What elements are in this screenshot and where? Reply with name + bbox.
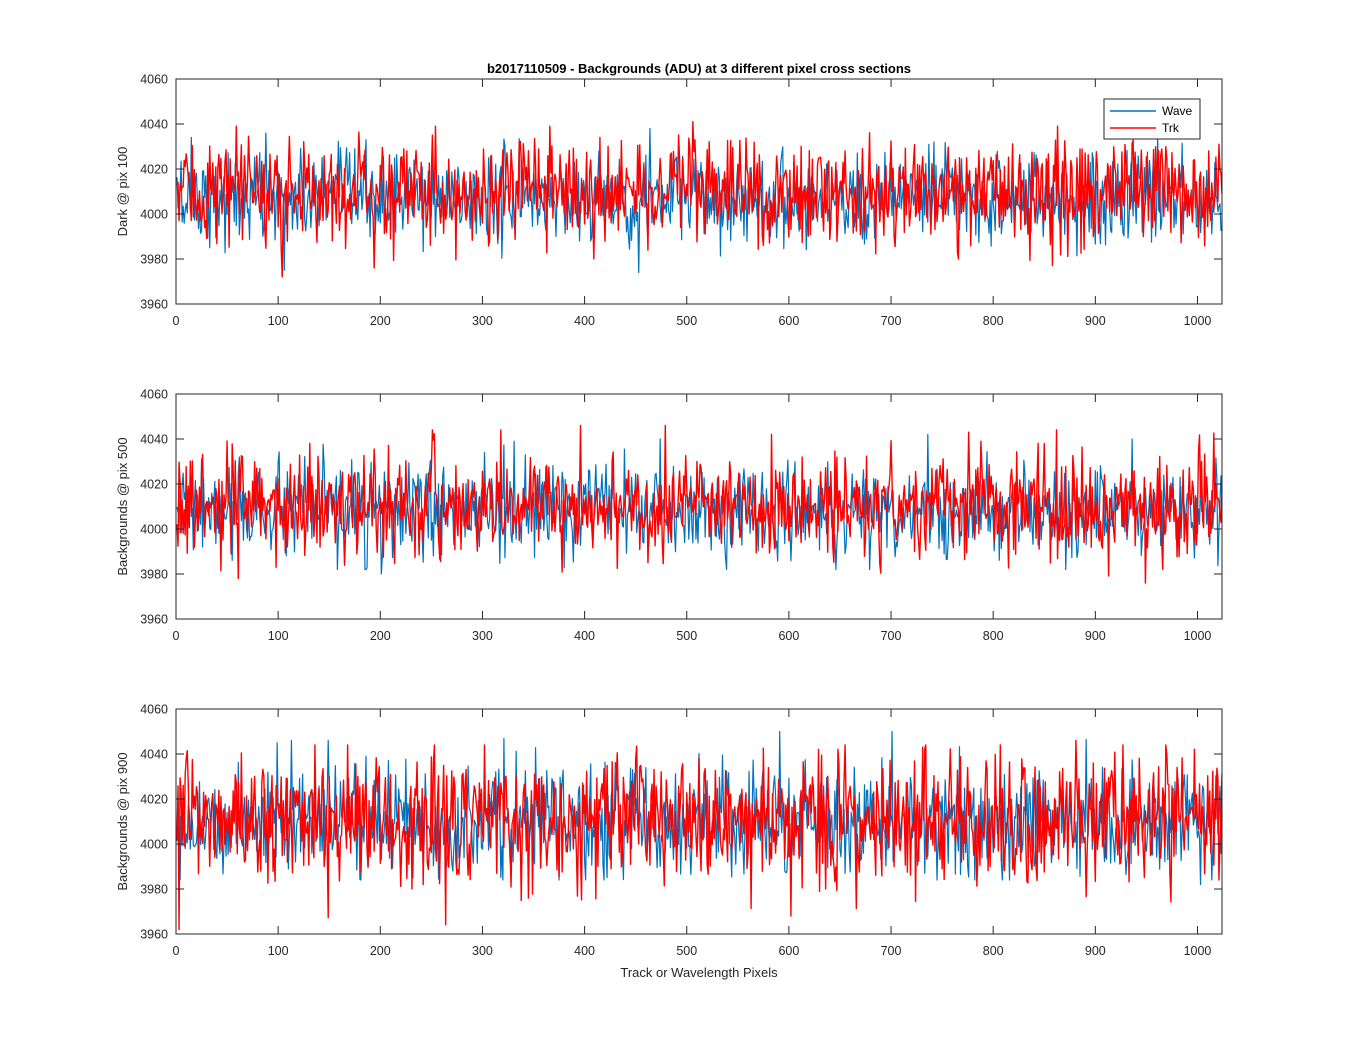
y-axis-label: Backgrounds @ pix 500 [115, 437, 130, 575]
y-tick-label: 4040 [140, 748, 168, 762]
x-tick-label: 200 [370, 314, 391, 328]
x-tick-label: 0 [173, 944, 180, 958]
legend-box [1103, 98, 1201, 140]
x-tick-label: 600 [778, 629, 799, 643]
y-tick-label: 4060 [140, 703, 168, 717]
x-tick-label: 0 [173, 314, 180, 328]
x-tick-label: 400 [574, 944, 595, 958]
x-tick-label: 600 [778, 314, 799, 328]
x-tick-label: 300 [472, 629, 493, 643]
x-axis-label: Track or Wavelength Pixels [620, 965, 778, 980]
y-tick-label: 4040 [140, 118, 168, 132]
x-tick-label: 900 [1085, 944, 1106, 958]
y-tick-label: 3960 [140, 298, 168, 312]
x-tick-label: 700 [881, 944, 902, 958]
axes-box [175, 393, 1223, 620]
x-tick-label: 500 [676, 314, 697, 328]
x-tick-label: 1000 [1184, 629, 1212, 643]
x-tick-label: 800 [983, 944, 1004, 958]
x-tick-label: 100 [268, 944, 289, 958]
chart-title: b2017110509 - Backgrounds (ADU) at 3 dif… [487, 61, 911, 76]
x-tick-label: 1000 [1184, 944, 1212, 958]
panel-3: 0 100 200 300 400 500 600 700 800 900 1000 3960 3980… [115, 703, 1223, 958]
legend-label-trk: Trk [1162, 121, 1180, 135]
x-tick-label: 300 [472, 314, 493, 328]
y-tick-label: 3980 [140, 568, 168, 582]
x-tick-label: 500 [676, 629, 697, 643]
series-line-trk [176, 121, 1222, 278]
y-tick-label: 4020 [140, 163, 168, 177]
x-tick-label: 100 [268, 629, 289, 643]
legend: Wave Trk [1103, 98, 1201, 140]
y-tick-label: 4000 [140, 208, 168, 222]
x-tick-label: 500 [676, 944, 697, 958]
x-tick-label: 200 [370, 944, 391, 958]
x-tick-label: 0 [173, 629, 180, 643]
panels: 0 100 200 300 400 500 600 700 800 900 100039603980… [115, 73, 1223, 958]
panel-2: 0 100 200 300 400 500 600 700 800 900 1000 3960 3980… [115, 388, 1223, 643]
axes-box [175, 78, 1223, 305]
x-tick-label: 800 [983, 629, 1004, 643]
y-axis-label: Dark @ pix 100 [115, 147, 130, 237]
x-tick-label: 400 [574, 629, 595, 643]
panel-1: 0 100 200 300 400 500 600 700 800 900 1000 3960 3980… [115, 73, 1223, 328]
y-tick-label: 3960 [140, 928, 168, 942]
y-tick-label: 4000 [140, 838, 168, 852]
x-tick-label: 1000 [1184, 314, 1212, 328]
y-tick-label: 4060 [140, 388, 168, 402]
series-line-trk [176, 739, 1222, 931]
legend-label-wave: Wave [1162, 104, 1193, 118]
y-axis-label: Backgrounds @ pix 900 [115, 752, 130, 890]
y-tick-label: 4020 [140, 793, 168, 807]
x-tick-label: 400 [574, 314, 595, 328]
x-tick-label: 100 [268, 314, 289, 328]
y-tick-label: 3960 [140, 613, 168, 627]
series-line-trk [176, 424, 1222, 584]
y-tick-label: 4040 [140, 433, 168, 447]
axes-box [175, 708, 1223, 935]
x-tick-label: 700 [881, 314, 902, 328]
x-tick-label: 900 [1085, 314, 1106, 328]
y-tick-label: 3980 [140, 253, 168, 267]
y-tick-label: 3980 [140, 883, 168, 897]
x-tick-label: 300 [472, 944, 493, 958]
y-tick-label: 4000 [140, 523, 168, 537]
x-tick-label: 900 [1085, 629, 1106, 643]
x-tick-label: 700 [881, 629, 902, 643]
x-tick-label: 600 [778, 944, 799, 958]
x-tick-label: 800 [983, 314, 1004, 328]
y-tick-label: 4020 [140, 478, 168, 492]
x-tick-label: 200 [370, 629, 391, 643]
y-tick-label: 4060 [140, 73, 168, 87]
